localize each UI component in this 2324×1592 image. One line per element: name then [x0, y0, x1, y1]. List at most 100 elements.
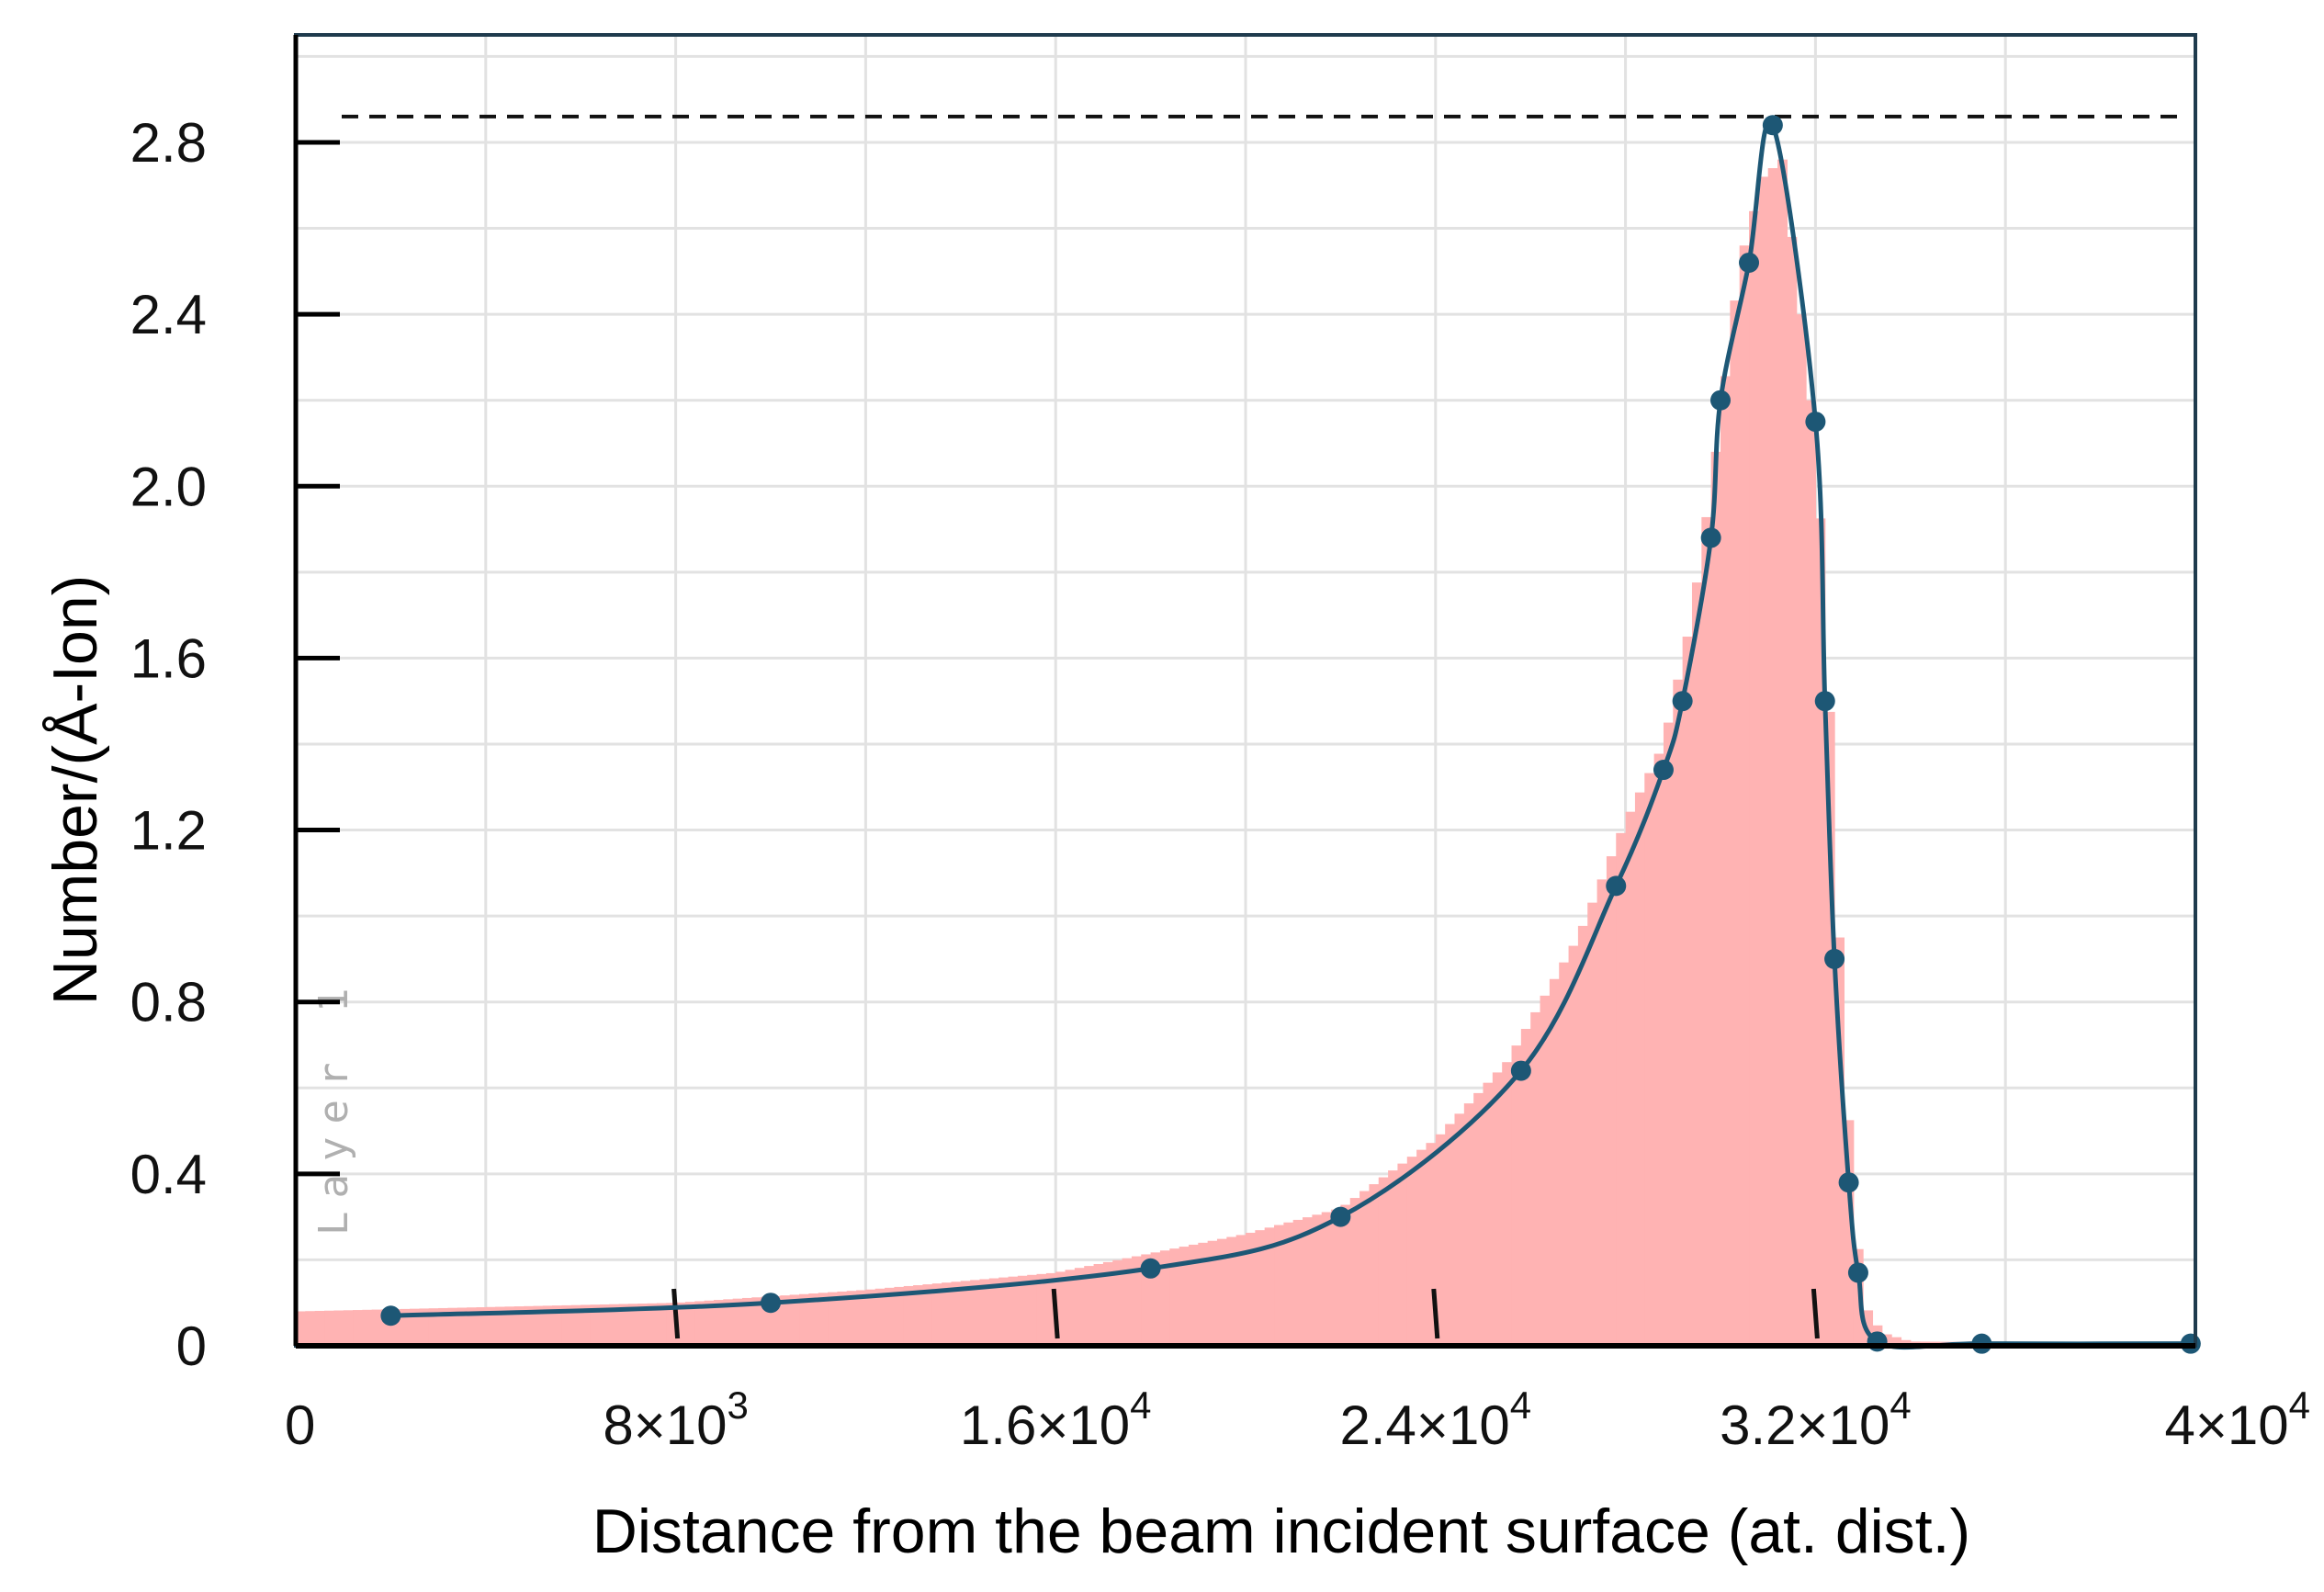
histogram-bar	[1559, 962, 1570, 1346]
histogram-bar	[1549, 978, 1560, 1346]
histogram-bar	[1844, 1120, 1855, 1346]
histogram-bar	[1027, 1274, 1038, 1346]
histogram-bar	[885, 1287, 896, 1346]
histogram-bar	[1112, 1259, 1123, 1346]
histogram-bar	[1349, 1198, 1360, 1346]
histogram-bar	[1473, 1092, 1484, 1346]
histogram	[296, 159, 2196, 1347]
histogram-bar	[1454, 1113, 1465, 1346]
data-point	[1867, 1331, 1888, 1352]
histogram-bar	[457, 1307, 468, 1346]
histogram-bar	[732, 1298, 743, 1346]
y-tick-label: 0.8	[130, 972, 207, 1033]
histogram-bar	[599, 1304, 610, 1346]
histogram-bar	[1008, 1276, 1019, 1346]
histogram-bar	[1159, 1250, 1170, 1346]
histogram-bar	[1207, 1240, 1218, 1346]
histogram-bar	[1426, 1143, 1437, 1346]
histogram-bar	[1017, 1275, 1028, 1346]
histogram-bar	[1131, 1256, 1142, 1346]
histogram-bar	[741, 1297, 752, 1346]
histogram-bar	[675, 1302, 686, 1346]
histogram-bar	[1198, 1242, 1209, 1346]
histogram-bar	[922, 1284, 933, 1346]
histogram-bar	[324, 1310, 334, 1346]
histogram-bar	[1796, 314, 1807, 1346]
histogram-bar	[1188, 1244, 1199, 1346]
histogram-bar	[1815, 518, 1826, 1346]
histogram-bar	[627, 1304, 638, 1346]
data-point	[1805, 412, 1826, 433]
histogram-bar	[1369, 1184, 1380, 1346]
histogram-bar	[1891, 1337, 1902, 1346]
histogram-bar	[1226, 1236, 1237, 1346]
histogram-bar	[1720, 376, 1731, 1347]
histogram-bar	[618, 1304, 629, 1346]
histogram-bar	[666, 1303, 677, 1346]
histogram-bar	[903, 1285, 914, 1346]
histogram-bar	[1084, 1266, 1095, 1346]
grid	[296, 35, 2195, 1346]
histogram-bar	[570, 1304, 581, 1346]
histogram-bar	[1682, 637, 1693, 1346]
x-tick-label: 2.4×104	[1340, 1383, 1532, 1456]
histogram-bar	[723, 1299, 734, 1346]
histogram-bar	[1169, 1248, 1180, 1346]
y-tick-label: 2.0	[130, 456, 207, 517]
histogram-bar	[1359, 1191, 1371, 1346]
layer-tick-mark	[1431, 1288, 1440, 1339]
histogram-bar	[1568, 945, 1579, 1346]
histogram-bar	[381, 1309, 391, 1346]
histogram-bar	[1150, 1252, 1161, 1346]
histogram-bar	[1388, 1170, 1399, 1346]
y-tick-label: 0	[176, 1315, 207, 1377]
histogram-bar	[1739, 245, 1750, 1346]
histogram-bar	[1093, 1263, 1104, 1346]
data-point	[1606, 875, 1627, 897]
histogram-bar	[400, 1308, 411, 1346]
histogram-bar	[1824, 711, 1835, 1346]
histogram-bar	[1834, 937, 1845, 1346]
data-points	[380, 115, 2201, 1354]
histogram-bar	[504, 1306, 515, 1346]
data-point	[380, 1305, 401, 1327]
histogram-bar	[1577, 925, 1588, 1346]
histogram-bar	[410, 1308, 421, 1346]
histogram-bar	[1045, 1272, 1056, 1346]
histogram-bar	[1673, 679, 1684, 1346]
histogram-bar	[979, 1279, 990, 1346]
histogram-bar	[647, 1303, 658, 1346]
histogram-bar	[581, 1304, 592, 1346]
histogram-bar	[333, 1310, 344, 1346]
histogram-bar	[960, 1281, 971, 1346]
y-tick-label: 2.8	[130, 112, 207, 174]
histogram-bar	[371, 1309, 382, 1346]
histogram-bar	[1634, 792, 1645, 1346]
histogram-bar	[789, 1294, 800, 1346]
histogram-bar	[1530, 1011, 1541, 1346]
histogram-bar	[828, 1292, 838, 1346]
histogram-bar	[998, 1277, 1010, 1346]
histogram-bar	[1749, 210, 1759, 1347]
histogram-bar	[1141, 1254, 1152, 1346]
histogram-bar	[467, 1307, 478, 1346]
histogram-bar	[988, 1278, 999, 1346]
histogram-bar	[1492, 1072, 1503, 1346]
histogram-bar	[1710, 451, 1721, 1347]
histogram-bar	[913, 1285, 924, 1346]
data-point	[1739, 252, 1760, 273]
y-tick-label: 1.6	[130, 627, 207, 689]
histogram-bar	[951, 1282, 962, 1346]
y-tick-label: 1.2	[130, 800, 207, 862]
histogram-bar	[524, 1305, 535, 1346]
histogram-bar	[684, 1302, 695, 1346]
histogram-bar	[485, 1306, 496, 1346]
tick-labels: 0 0.4 0.8 1.2 1.6 2.0 2.4 2.8 0 8×103 1.6×104 2.4×1…	[130, 112, 2310, 1456]
data-point	[1653, 760, 1674, 781]
histogram-bar	[1777, 159, 1788, 1346]
histogram-bar	[1463, 1103, 1474, 1346]
histogram-bar	[542, 1305, 553, 1346]
annotations: Layer 1	[310, 114, 2182, 1339]
histogram-bar	[970, 1280, 981, 1346]
